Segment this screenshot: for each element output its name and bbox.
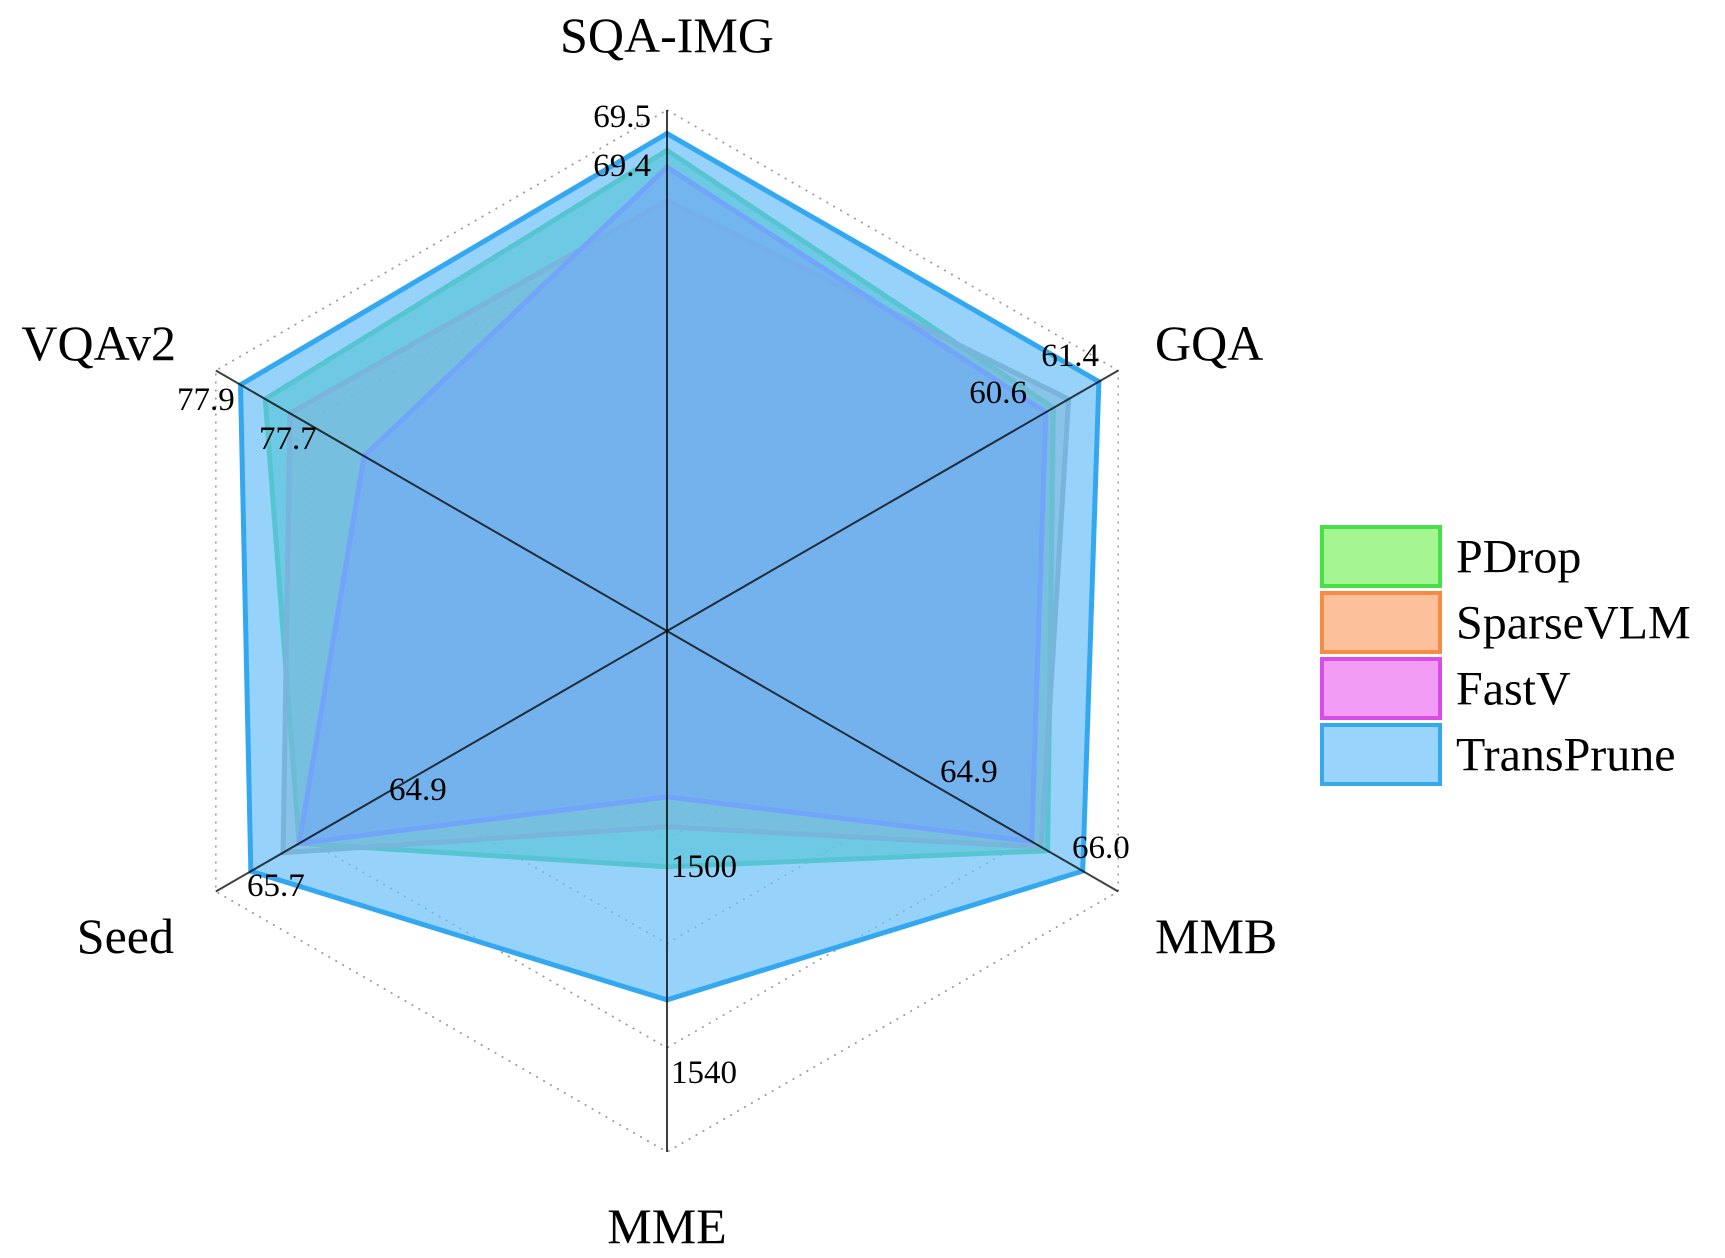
value-label-seed-0: 65.7 xyxy=(247,868,305,904)
axis-label-mmb: MMB xyxy=(1155,908,1277,964)
axis-spoke-gqa xyxy=(666,369,1119,632)
value-label-vqav2-1: 77.7 xyxy=(259,421,317,457)
axis-label-gqa: GQA xyxy=(1155,315,1263,371)
legend: PDrop SparseVLM FastV TransPrune xyxy=(1320,525,1691,786)
value-label-mme-0: 1540 xyxy=(671,1055,737,1091)
value-label-mmb-1: 64.9 xyxy=(940,754,998,790)
legend-swatch-transprune xyxy=(1320,723,1442,786)
axis-spoke-seed xyxy=(215,630,668,893)
radar-labels: SQA-IMG GQA MMB MME Seed VQAv2 69.5 69.4 61.4 60.… xyxy=(21,7,1277,1254)
legend-swatch-sparsevlm xyxy=(1320,591,1442,654)
series-transprune xyxy=(237,130,1102,1003)
axis-label-vqav2: VQAv2 xyxy=(21,315,176,371)
value-label-sqa-img-0: 69.5 xyxy=(593,99,651,135)
value-label-seed-1: 64.9 xyxy=(389,772,447,808)
legend-swatch-fastv xyxy=(1320,657,1442,720)
axis-label-seed: Seed xyxy=(77,908,174,964)
legend-label-fastv: FastV xyxy=(1456,663,1571,716)
legend-label-sparsevlm: SparseVLM xyxy=(1456,597,1691,650)
axis-label-sqa-img: SQA-IMG xyxy=(560,7,774,63)
value-label-mme-1: 1500 xyxy=(671,849,737,885)
legend-label-pdrop: PDrop xyxy=(1456,531,1581,584)
axis-label-mme: MME xyxy=(607,1198,726,1254)
value-label-vqav2-0: 77.9 xyxy=(177,382,235,418)
legend-swatch-pdrop xyxy=(1320,525,1442,588)
axis-spoke-mmb xyxy=(666,630,1119,893)
legend-label-transprune: TransPrune xyxy=(1456,729,1676,782)
value-label-sqa-img-1: 69.4 xyxy=(593,148,651,184)
value-label-gqa-1: 60.6 xyxy=(969,375,1027,411)
value-label-mmb-0: 66.0 xyxy=(1072,830,1130,866)
radar-axes xyxy=(215,110,1119,1152)
axis-spoke-vqav2 xyxy=(215,369,668,632)
value-label-gqa-0: 61.4 xyxy=(1041,338,1099,374)
radar-series xyxy=(237,130,1102,1003)
